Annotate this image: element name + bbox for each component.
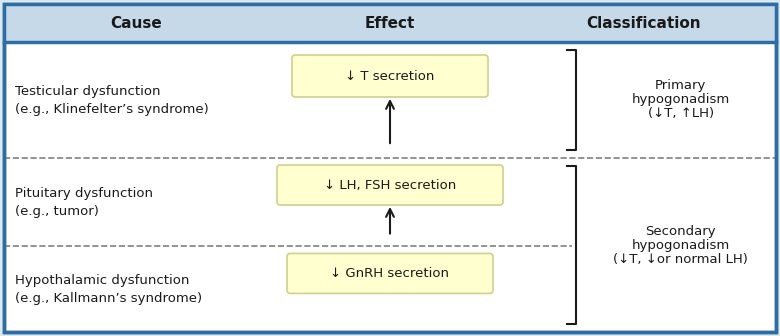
Text: (↓T, ↓or normal LH): (↓T, ↓or normal LH) bbox=[613, 252, 748, 265]
Text: ↓ T secretion: ↓ T secretion bbox=[346, 70, 434, 83]
Text: Classification: Classification bbox=[587, 15, 700, 31]
Text: Testicular dysfunction: Testicular dysfunction bbox=[15, 84, 161, 97]
Text: (e.g., tumor): (e.g., tumor) bbox=[15, 205, 99, 218]
FancyBboxPatch shape bbox=[287, 253, 493, 293]
Text: Cause: Cause bbox=[111, 15, 162, 31]
Text: Hypothalamic dysfunction: Hypothalamic dysfunction bbox=[15, 274, 190, 287]
Text: Effect: Effect bbox=[365, 15, 415, 31]
Text: hypogonadism: hypogonadism bbox=[632, 239, 730, 252]
Bar bbox=[4, 4, 776, 42]
Text: (e.g., Kallmann’s syndrome): (e.g., Kallmann’s syndrome) bbox=[15, 292, 202, 305]
Text: (e.g., Klinefelter’s syndrome): (e.g., Klinefelter’s syndrome) bbox=[15, 102, 209, 116]
Text: Primary: Primary bbox=[655, 80, 707, 92]
FancyBboxPatch shape bbox=[277, 165, 503, 205]
Text: ↓ LH, FSH secretion: ↓ LH, FSH secretion bbox=[324, 178, 456, 192]
Text: hypogonadism: hypogonadism bbox=[632, 93, 730, 107]
Text: Pituitary dysfunction: Pituitary dysfunction bbox=[15, 187, 153, 200]
Text: (↓T, ↑LH): (↓T, ↑LH) bbox=[647, 108, 714, 121]
FancyBboxPatch shape bbox=[292, 55, 488, 97]
Text: ↓ GnRH secretion: ↓ GnRH secretion bbox=[331, 267, 449, 280]
Text: Secondary: Secondary bbox=[645, 224, 716, 238]
